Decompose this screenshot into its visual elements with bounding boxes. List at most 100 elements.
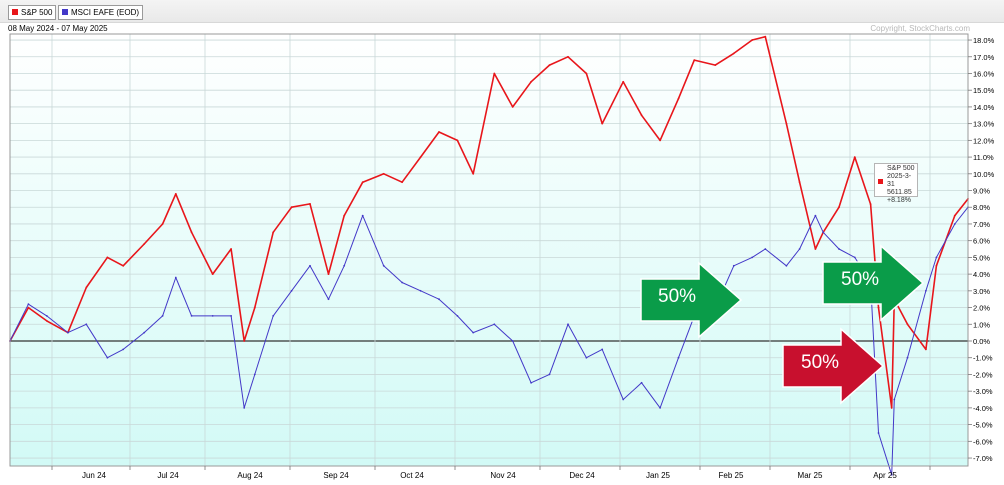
point-msci-eafe — [419, 289, 422, 292]
point-msci-eafe — [290, 289, 293, 292]
point-sp500 — [659, 139, 661, 142]
point-msci-eafe — [530, 381, 532, 384]
point-msci-eafe — [925, 289, 927, 292]
point-msci-eafe — [877, 432, 880, 434]
legend-bar: S&P 500 MSCI EAFE (EOD) — [0, 0, 1004, 23]
point-sp500 — [211, 273, 214, 275]
point-sp500 — [511, 106, 514, 108]
series-line-msci-eafe — [9, 206, 969, 476]
point-msci-eafe — [438, 298, 440, 301]
point-msci-eafe — [935, 256, 938, 259]
point-sp500 — [751, 39, 754, 41]
copyright-notice: Copyright, StockCharts.com — [870, 24, 970, 33]
point-msci-eafe — [751, 256, 754, 259]
point-msci-eafe — [161, 315, 164, 317]
point-msci-eafe — [143, 331, 146, 334]
arrow-green-2 — [822, 244, 925, 322]
y-tick-label: -1.0% — [973, 354, 993, 363]
legend-item-sp500[interactable]: S&P 500 — [8, 5, 57, 20]
point-msci-eafe — [361, 214, 364, 217]
arrow-label-green-1: 50% — [658, 286, 697, 307]
y-tick-label: -6.0% — [973, 437, 993, 446]
point-msci-eafe — [906, 356, 909, 359]
point-sp500 — [27, 306, 30, 309]
legend-swatch-blue — [62, 9, 68, 15]
point-msci-eafe — [838, 248, 840, 250]
point-msci-eafe — [953, 223, 956, 225]
point-sp500 — [585, 72, 588, 75]
tooltip-line-date: 2025-3-31 — [887, 173, 912, 188]
x-tick-label: Aug 24 — [237, 471, 263, 480]
y-tick-label: 12.0% — [973, 136, 995, 145]
legend-swatch-red — [12, 9, 18, 15]
point-msci-eafe — [732, 264, 735, 267]
point-sp500 — [327, 273, 330, 275]
point-msci-eafe — [893, 398, 896, 401]
y-axis-ticks: 18.0% 17.0% 16.0% 15.0% 14.0% 13.0% 12.0% 11.0%… — [968, 36, 995, 463]
point-msci-eafe — [85, 323, 88, 326]
legend-item-msci-eafe[interactable]: MSCI EAFE (EOD) — [58, 5, 144, 20]
x-tick-label: Jun 24 — [82, 471, 107, 480]
y-tick-label: 14.0% — [973, 103, 995, 112]
point-msci-eafe — [822, 231, 825, 234]
y-tick-label: 9.0% — [973, 187, 990, 196]
x-tick-label: Jan 25 — [646, 471, 671, 480]
x-tick-label: Oct 24 — [400, 471, 424, 480]
point-sp500 — [714, 64, 717, 66]
y-tick-label: 18.0% — [973, 36, 995, 45]
point-sp500 — [456, 139, 459, 142]
series-lines — [9, 35, 969, 476]
x-tick-label: Apr 25 — [873, 471, 897, 480]
point-sp500 — [935, 264, 938, 267]
point-msci-eafe — [659, 407, 661, 409]
point-msci-eafe — [106, 356, 109, 359]
point-sp500 — [493, 72, 496, 75]
y-tick-label: 5.0% — [973, 253, 990, 262]
point-sp500 — [230, 248, 233, 250]
point-sp500 — [693, 59, 696, 61]
point-sp500 — [853, 156, 856, 159]
point-msci-eafe — [190, 315, 193, 317]
x-tick-label: Mar 25 — [798, 471, 823, 480]
point-sp500 — [814, 248, 817, 250]
annotation-arrows — [640, 244, 925, 405]
x-tick-label: Dec 24 — [569, 471, 595, 480]
point-msci-eafe — [677, 356, 680, 359]
point-msci-eafe — [253, 373, 256, 376]
point-msci-eafe — [456, 315, 459, 317]
point-sp500 — [272, 231, 275, 234]
sp500-tooltip: S&P 500 2025-3-31 5611.85 +8.18% — [874, 163, 918, 204]
point-msci-eafe — [785, 264, 788, 267]
y-tick-label: 16.0% — [973, 69, 995, 78]
point-sp500 — [174, 193, 177, 195]
y-tick-label: 6.0% — [973, 237, 990, 246]
y-tick-label: 4.0% — [973, 270, 990, 279]
point-sp500 — [161, 223, 164, 225]
point-sp500 — [401, 181, 403, 184]
arrow-green-1 — [640, 261, 743, 339]
point-sp500 — [567, 55, 569, 58]
point-msci-eafe — [401, 281, 403, 284]
point-sp500 — [243, 340, 246, 342]
point-msci-eafe — [272, 315, 275, 317]
point-msci-eafe — [122, 348, 125, 351]
point-sp500 — [798, 181, 801, 184]
x-tick-label: Jul 24 — [157, 471, 179, 480]
point-sp500 — [438, 131, 440, 133]
point-msci-eafe — [890, 473, 893, 476]
legend-label: S&P 500 — [21, 8, 53, 17]
y-tick-label: 1.0% — [973, 320, 990, 329]
y-tick-label: 7.0% — [973, 220, 990, 229]
point-msci-eafe — [174, 276, 177, 279]
x-tick-label: Feb 25 — [719, 471, 744, 480]
point-sp500 — [419, 156, 422, 159]
point-sp500 — [890, 407, 893, 409]
y-tick-label: -4.0% — [973, 404, 993, 413]
y-tick-label: -2.0% — [973, 370, 993, 379]
series-line-sp500 — [9, 35, 969, 409]
arrow-label-green-2: 50% — [841, 269, 880, 290]
y-tick-label: -5.0% — [973, 421, 993, 430]
point-msci-eafe — [622, 398, 625, 401]
point-sp500 — [122, 264, 125, 267]
